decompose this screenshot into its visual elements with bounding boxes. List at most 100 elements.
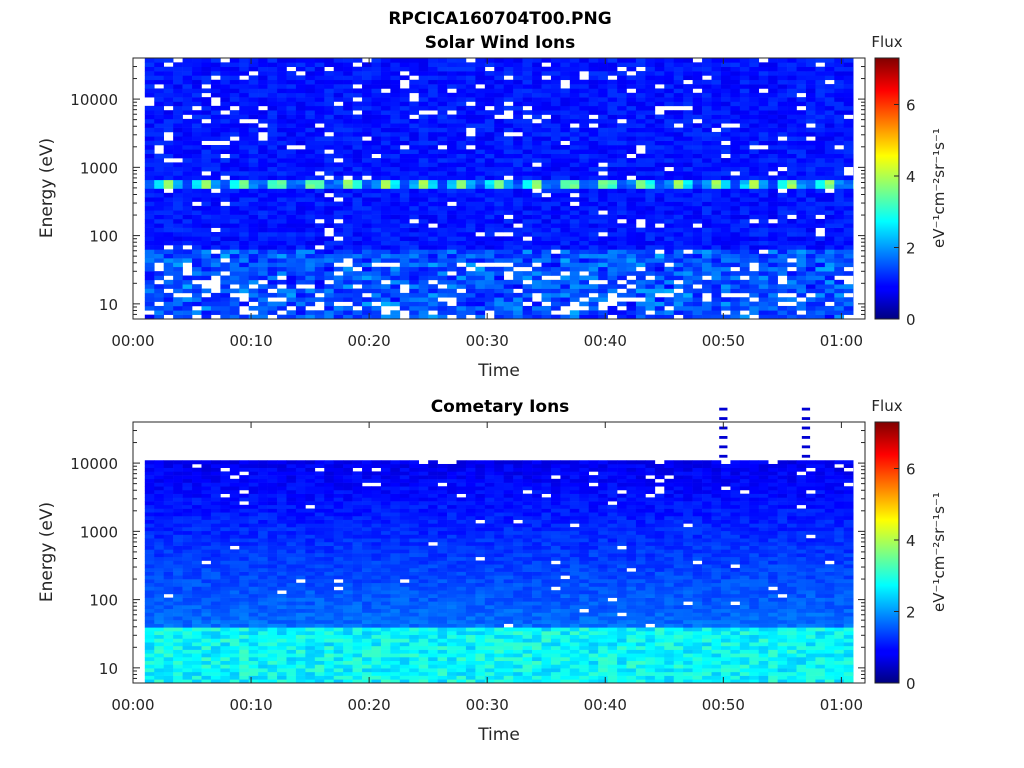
heatmap-cell xyxy=(796,153,807,159)
heatmap-cell xyxy=(787,114,797,120)
heatmap-cell xyxy=(617,301,627,307)
heatmap-cell xyxy=(843,284,854,289)
heatmap-cell xyxy=(305,275,316,281)
heatmap-cell xyxy=(399,62,410,67)
heatmap-cell xyxy=(673,131,684,137)
heatmap-cell xyxy=(843,101,854,107)
heatmap-cell xyxy=(380,227,391,233)
heatmap-cell xyxy=(239,71,250,76)
heatmap-cell xyxy=(588,79,599,85)
heatmap-cell xyxy=(201,508,212,513)
heatmap-cell xyxy=(248,664,259,669)
heatmap-cell xyxy=(258,249,268,255)
heatmap-cell xyxy=(673,127,684,133)
heatmap-cell xyxy=(503,166,514,172)
heatmap-cell xyxy=(598,240,608,246)
heatmap-cell xyxy=(239,275,250,281)
heatmap-cell xyxy=(163,310,174,315)
heatmap-cell xyxy=(796,71,807,76)
heatmap-cell xyxy=(796,314,807,320)
heatmap-cell xyxy=(192,71,202,76)
heatmap-cell xyxy=(522,253,533,259)
heatmap-cell xyxy=(739,210,750,215)
heatmap-cell xyxy=(824,205,835,211)
heatmap-cell xyxy=(210,192,221,198)
heatmap-cell xyxy=(428,58,438,63)
heatmap-cell xyxy=(815,71,826,76)
heatmap-cell xyxy=(513,232,523,237)
heatmap-cell xyxy=(428,218,438,224)
heatmap-cell xyxy=(173,127,183,133)
heatmap-cell xyxy=(730,258,741,263)
heatmap-cell xyxy=(522,131,533,137)
heatmap-cell xyxy=(834,66,845,72)
heatmap-cell xyxy=(598,66,608,72)
heatmap-cell xyxy=(645,171,656,176)
heatmap-cell xyxy=(390,158,401,163)
heatmap-cell xyxy=(229,127,240,133)
heatmap-cell xyxy=(843,123,854,128)
heatmap-cell xyxy=(598,236,608,241)
heatmap-cell xyxy=(239,671,250,676)
heatmap-cell xyxy=(475,175,486,181)
heatmap-cell xyxy=(447,266,457,272)
heatmap-cell xyxy=(588,305,599,311)
heatmap-cell xyxy=(635,158,646,163)
heatmap-cell xyxy=(787,140,797,146)
heatmap-cell xyxy=(730,314,741,320)
heatmap-cell xyxy=(154,486,164,491)
heatmap-cell xyxy=(768,271,778,276)
heatmap-cell xyxy=(229,579,240,584)
heatmap-cell xyxy=(201,123,212,128)
heatmap-cell xyxy=(579,218,590,224)
heatmap-cell xyxy=(550,118,561,124)
heatmap-cell xyxy=(173,605,183,610)
heatmap-cell xyxy=(749,279,760,285)
heatmap-cell xyxy=(456,240,467,246)
heatmap-cell xyxy=(239,223,250,228)
heatmap-cell xyxy=(645,166,656,172)
heatmap-cell xyxy=(711,288,722,294)
heatmap-cell xyxy=(550,240,561,246)
heatmap-cell xyxy=(324,262,335,268)
heatmap-cell xyxy=(768,249,778,255)
heatmap-cell xyxy=(654,227,665,233)
heatmap-cell xyxy=(305,114,316,120)
heatmap-cell xyxy=(588,105,599,111)
heatmap-cell xyxy=(210,657,221,662)
heatmap-cell xyxy=(220,497,231,502)
heatmap-cell xyxy=(399,101,410,107)
heatmap-cell xyxy=(163,227,174,233)
heatmap-cell xyxy=(513,253,523,259)
heatmap-cell xyxy=(626,262,637,268)
heatmap-cell xyxy=(541,140,552,146)
heatmap-cell xyxy=(173,612,183,617)
heatmap-cell xyxy=(154,463,164,468)
heatmap-cell xyxy=(333,210,344,215)
heatmap-cell xyxy=(692,179,703,185)
heatmap-cell xyxy=(702,227,712,233)
heatmap-cell xyxy=(550,258,561,263)
heatmap-cell xyxy=(815,201,826,207)
heatmap-cell xyxy=(664,75,675,81)
spectrogram xyxy=(144,407,854,684)
heatmap-cell xyxy=(324,114,335,120)
heatmap-cell xyxy=(730,275,741,281)
heatmap-cell xyxy=(201,634,212,639)
heatmap-cell xyxy=(144,515,155,520)
heatmap-cell xyxy=(635,84,646,89)
heatmap-cell xyxy=(796,245,807,250)
heatmap-cell xyxy=(267,62,278,67)
heatmap-cell xyxy=(673,240,684,246)
heatmap-cell xyxy=(220,214,231,220)
heatmap-cell xyxy=(437,240,448,246)
heatmap-cell xyxy=(220,127,231,133)
heatmap-cell xyxy=(182,571,193,576)
heatmap-cell xyxy=(229,92,240,98)
heatmap-cell xyxy=(815,236,826,241)
heatmap-cell xyxy=(805,75,816,81)
heatmap-cell xyxy=(815,301,826,307)
heatmap-cell xyxy=(248,171,259,176)
heatmap-cell xyxy=(730,205,741,211)
heatmap-cell xyxy=(163,184,174,189)
